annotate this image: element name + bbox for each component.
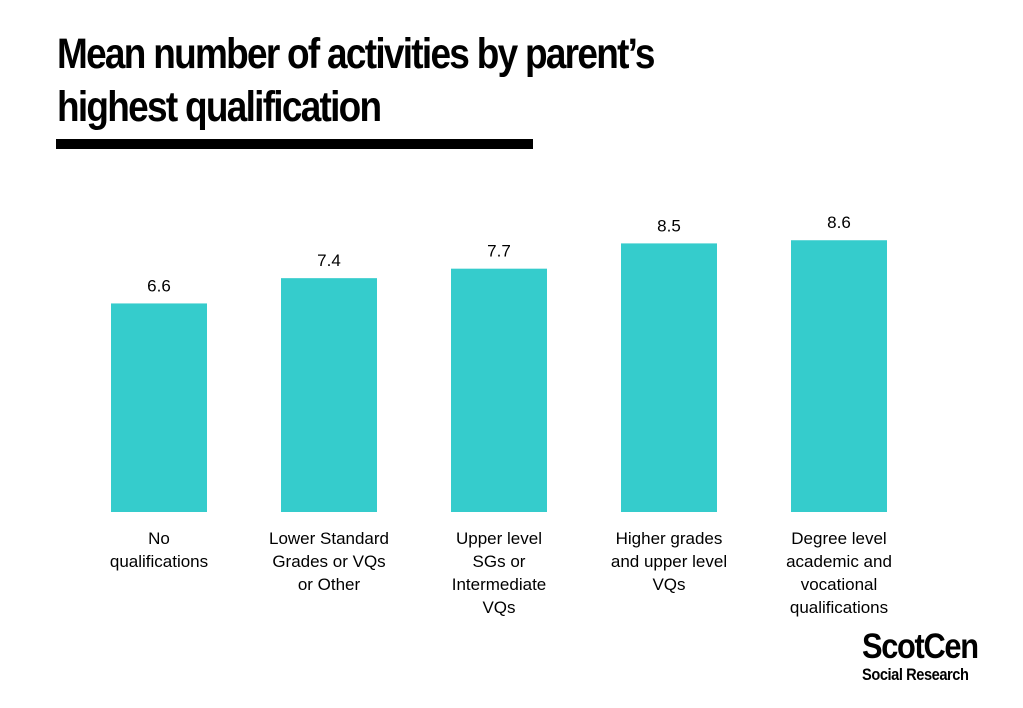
category-label: Degree level academic and vocational qualif… [786,529,892,617]
bar [791,240,887,513]
title-underline [56,139,533,149]
category-label-line: VQs [482,598,515,617]
category-label-line: vocational [801,575,878,594]
category-label-line: SGs or [473,552,526,571]
bar [111,303,207,512]
category-label-line: Degree level [791,529,886,548]
title-line-2: highest qualification [57,83,382,131]
category-label-line: No [148,529,170,548]
category-label-line: qualifications [110,552,208,571]
category-label-line: Grades or VQs [272,552,385,571]
category-label-line: Lower Standard [269,529,389,548]
logo-name: ScotCen [862,627,979,666]
page-title: Mean number of activities by parent’s hi… [57,28,711,134]
scotcen-logo: ScotCen Social Research [862,628,993,684]
category-label: Higher grades and upper level VQs [611,529,727,594]
category-label: Upper level SGs or Intermediate VQs [452,529,547,617]
category-label-line: academic and [786,552,892,571]
category-label-line: VQs [652,575,685,594]
bar-value-label: 8.5 [657,216,681,235]
bar-value-label: 8.6 [827,213,851,232]
category-label: No qualifications [110,529,208,571]
category-label: Lower Standard Grades or VQs or Other [269,529,389,594]
title-line-1: Mean number of activities by parent’s [57,30,655,78]
category-label-line: Upper level [456,529,542,548]
logo-subtitle: Social Research [862,665,969,684]
category-label-line: or Other [298,575,361,594]
bar [451,268,547,512]
category-label-line: Higher grades [616,529,723,548]
bar-value-label: 7.4 [317,251,341,270]
category-label-line: Intermediate [452,575,547,594]
category-label-line: and upper level [611,552,727,571]
bar [621,243,717,512]
bar-value-label: 7.7 [487,242,511,261]
bar-value-label: 6.6 [147,276,171,295]
bar [281,278,377,512]
category-label-line: qualifications [790,598,888,617]
